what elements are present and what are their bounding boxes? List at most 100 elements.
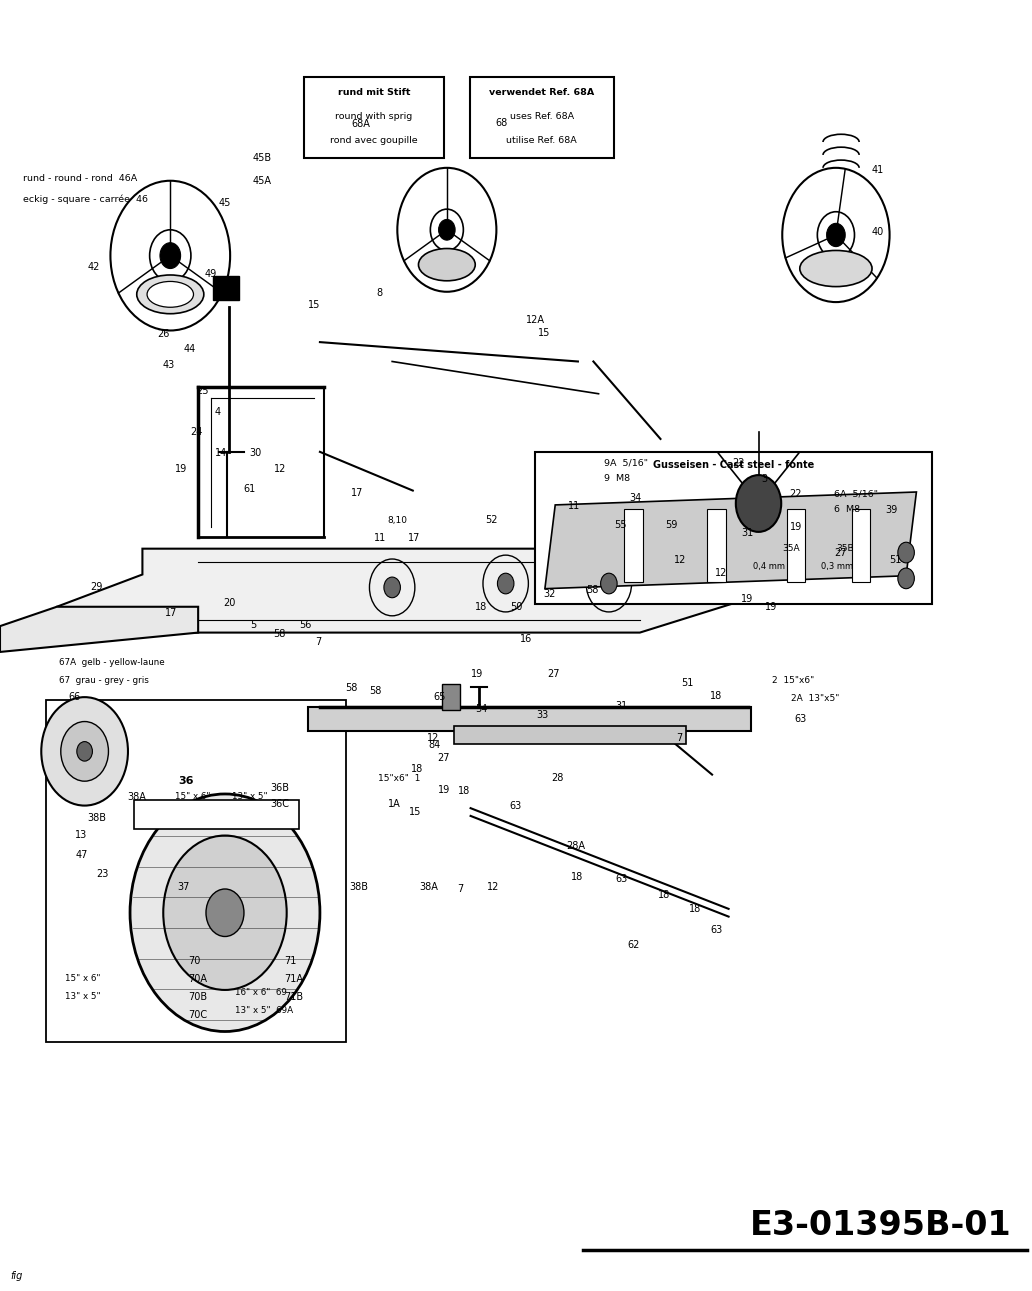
Bar bbox=[786, 509, 805, 582]
Text: 17: 17 bbox=[165, 608, 178, 618]
Text: rond avec goupille: rond avec goupille bbox=[330, 137, 418, 146]
Text: 13" x 5"  69A: 13" x 5" 69A bbox=[235, 1007, 293, 1015]
Text: 31: 31 bbox=[741, 528, 753, 538]
Text: fig: fig bbox=[10, 1270, 23, 1281]
Text: 63: 63 bbox=[795, 714, 807, 724]
Text: 68A: 68A bbox=[351, 119, 369, 129]
Bar bbox=[308, 707, 751, 731]
Text: 52: 52 bbox=[485, 515, 497, 525]
Text: 6  M8: 6 M8 bbox=[834, 506, 860, 514]
Text: 70: 70 bbox=[188, 955, 200, 966]
Text: 29: 29 bbox=[90, 582, 102, 593]
Text: Gusseisen - Cast steel - fonte: Gusseisen - Cast steel - fonte bbox=[652, 460, 814, 470]
Polygon shape bbox=[57, 549, 743, 633]
Text: 13" x 5": 13" x 5" bbox=[232, 793, 268, 800]
Circle shape bbox=[736, 475, 781, 532]
Text: verwendet Ref. 68A: verwendet Ref. 68A bbox=[489, 88, 594, 97]
Text: 38A: 38A bbox=[127, 791, 146, 802]
Text: uses Ref. 68A: uses Ref. 68A bbox=[510, 112, 574, 121]
Text: 15"x6"  1: 15"x6" 1 bbox=[378, 775, 420, 782]
Text: rund - round - rond  46A: rund - round - rond 46A bbox=[23, 174, 137, 182]
Text: 18: 18 bbox=[689, 904, 702, 914]
Text: 55: 55 bbox=[614, 520, 626, 531]
Text: 41: 41 bbox=[872, 165, 884, 176]
Text: 32: 32 bbox=[543, 589, 555, 599]
Circle shape bbox=[76, 741, 93, 762]
Text: 2A  13"x5": 2A 13"x5" bbox=[791, 695, 839, 702]
Text: 12: 12 bbox=[487, 882, 499, 892]
Text: 71A: 71A bbox=[284, 973, 302, 984]
Text: 36C: 36C bbox=[270, 799, 289, 809]
Circle shape bbox=[827, 223, 845, 247]
Text: 50: 50 bbox=[510, 602, 522, 612]
Circle shape bbox=[898, 542, 914, 563]
Text: 18: 18 bbox=[475, 602, 487, 612]
Text: 45A: 45A bbox=[253, 176, 271, 186]
Text: 12A: 12A bbox=[526, 315, 545, 325]
Text: 22: 22 bbox=[789, 489, 802, 500]
Circle shape bbox=[76, 741, 93, 762]
Text: 9  M8: 9 M8 bbox=[604, 475, 630, 483]
Text: 28: 28 bbox=[551, 773, 563, 784]
Circle shape bbox=[384, 577, 400, 598]
Text: 47: 47 bbox=[75, 849, 88, 860]
Text: 70A: 70A bbox=[188, 973, 206, 984]
Text: 54: 54 bbox=[475, 704, 487, 714]
Text: 62: 62 bbox=[627, 940, 640, 950]
Text: 27: 27 bbox=[438, 753, 450, 763]
Text: 27: 27 bbox=[834, 547, 846, 558]
Text: 18: 18 bbox=[458, 786, 471, 797]
Text: 51: 51 bbox=[890, 555, 902, 565]
Text: 43: 43 bbox=[163, 360, 175, 371]
Text: 17: 17 bbox=[408, 533, 420, 544]
Text: 61: 61 bbox=[244, 484, 256, 494]
Text: 33: 33 bbox=[537, 710, 549, 720]
Text: 66: 66 bbox=[68, 692, 80, 702]
Text: 35B: 35B bbox=[836, 545, 853, 553]
Text: 34: 34 bbox=[630, 493, 642, 503]
Text: 12: 12 bbox=[427, 733, 440, 744]
Text: 67A  gelb - yellow-laune: 67A gelb - yellow-laune bbox=[59, 658, 164, 666]
Circle shape bbox=[439, 219, 455, 240]
Text: 28A: 28A bbox=[567, 840, 585, 851]
Text: 20: 20 bbox=[223, 598, 235, 608]
Text: 70C: 70C bbox=[188, 1010, 207, 1020]
Text: 45: 45 bbox=[219, 198, 231, 208]
Text: utilise Ref. 68A: utilise Ref. 68A bbox=[507, 137, 577, 146]
Polygon shape bbox=[545, 492, 916, 589]
Text: 19: 19 bbox=[438, 785, 450, 795]
Text: 38B: 38B bbox=[349, 882, 367, 892]
Bar bbox=[442, 684, 460, 710]
Text: 19: 19 bbox=[765, 602, 777, 612]
Circle shape bbox=[206, 889, 244, 936]
Text: 31: 31 bbox=[615, 701, 627, 711]
Text: 48: 48 bbox=[217, 290, 229, 301]
Text: 14: 14 bbox=[215, 448, 227, 458]
Text: 24: 24 bbox=[190, 427, 202, 438]
Text: 30: 30 bbox=[250, 448, 262, 458]
Bar bbox=[470, 77, 614, 158]
Text: 15: 15 bbox=[409, 807, 421, 817]
Text: 3: 3 bbox=[762, 474, 768, 484]
Text: 26: 26 bbox=[157, 329, 169, 340]
Text: 38A: 38A bbox=[419, 882, 438, 892]
Text: 44: 44 bbox=[184, 343, 196, 354]
Text: 1A: 1A bbox=[388, 799, 400, 809]
Bar bbox=[46, 700, 346, 1042]
Text: 15: 15 bbox=[308, 300, 320, 310]
Text: 12: 12 bbox=[674, 555, 686, 565]
Text: 8: 8 bbox=[377, 288, 383, 298]
Text: 6A  5/16": 6A 5/16" bbox=[834, 491, 878, 498]
Text: 42: 42 bbox=[88, 262, 100, 272]
Circle shape bbox=[497, 573, 514, 594]
Text: 56: 56 bbox=[299, 620, 312, 630]
Text: 58: 58 bbox=[345, 683, 357, 693]
Text: 58: 58 bbox=[586, 585, 599, 595]
Circle shape bbox=[160, 243, 181, 269]
Text: 59: 59 bbox=[666, 520, 678, 531]
Ellipse shape bbox=[419, 248, 475, 280]
Circle shape bbox=[898, 568, 914, 589]
Bar bbox=[454, 726, 686, 744]
Bar bbox=[304, 77, 444, 158]
Text: eckig - square - carrée  46: eckig - square - carrée 46 bbox=[23, 194, 148, 204]
